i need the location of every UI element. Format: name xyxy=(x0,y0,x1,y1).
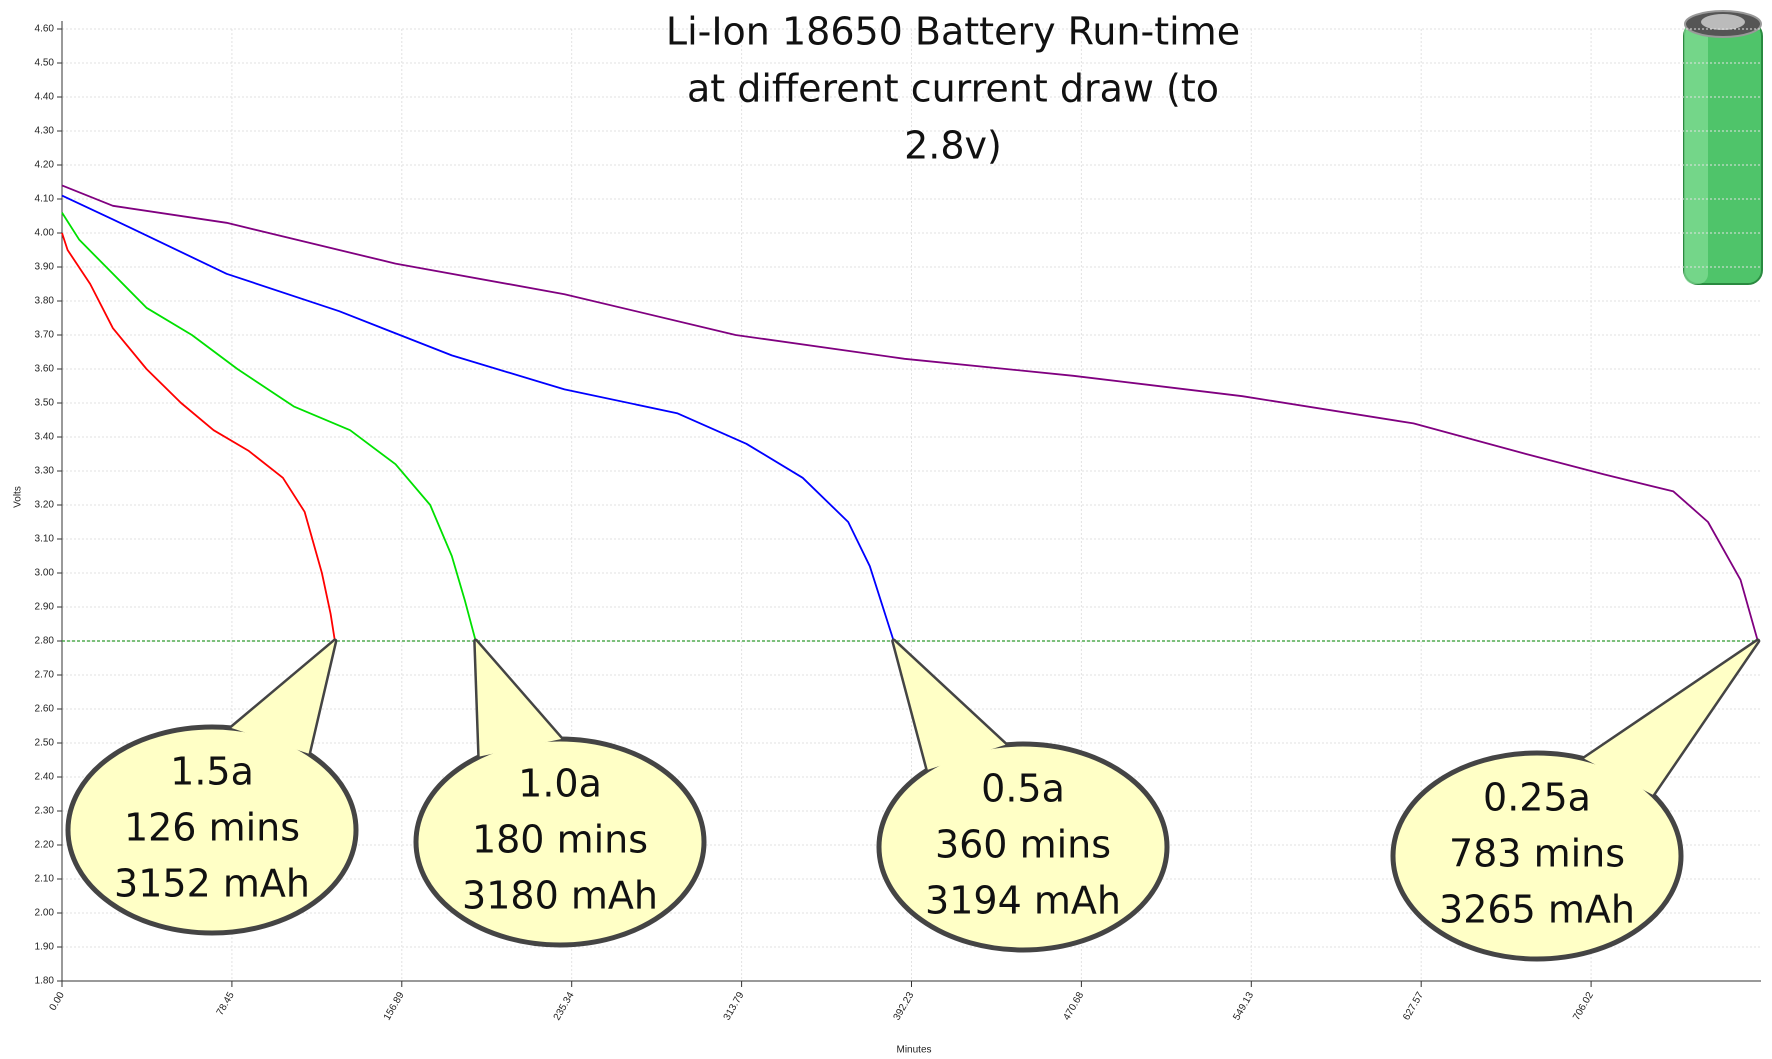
series-line xyxy=(61,212,477,642)
callout-text: 3194 mAh xyxy=(925,879,1121,923)
series-line xyxy=(61,184,1759,642)
callout-tail-fill xyxy=(893,641,1006,770)
y-tick-label: 4.60 xyxy=(35,24,55,35)
callout-bubble xyxy=(1390,750,1684,962)
battery-highlight xyxy=(1684,22,1708,284)
y-tick-label: 3.20 xyxy=(35,500,55,511)
callout-text: 3265 mAh xyxy=(1439,888,1635,932)
y-tick-label: 3.90 xyxy=(35,262,55,273)
y-tick-label: 2.50 xyxy=(35,738,55,749)
chart-title: at different current draw (to xyxy=(687,67,1219,111)
callout-text: 0.5a xyxy=(981,767,1065,811)
y-tick-label: 3.50 xyxy=(35,398,55,409)
x-axis-label: Minutes xyxy=(896,1045,931,1056)
callout: 0.25a 783 mins 3265 mAh xyxy=(1390,638,1761,962)
series-line xyxy=(61,194,895,642)
chart-title: Li-Ion 18650 Battery Run-time xyxy=(666,10,1240,54)
y-tick-label: 4.30 xyxy=(35,126,55,137)
callout-text: 360 mins xyxy=(935,823,1111,867)
y-tick-label: 4.40 xyxy=(35,92,55,103)
callout-text: 126 mins xyxy=(124,806,300,850)
chart-title: 2.8v) xyxy=(904,124,1002,168)
callout-tail-fill xyxy=(231,641,335,754)
y-tick-label: 3.70 xyxy=(35,330,55,341)
callout-text: 783 mins xyxy=(1449,832,1625,876)
callout-bubble xyxy=(876,741,1170,953)
y-tick-label: 4.50 xyxy=(35,58,55,69)
y-tick-label: 4.10 xyxy=(35,194,55,205)
y-tick-label: 2.30 xyxy=(35,806,55,817)
callout-text: 3152 mAh xyxy=(114,862,310,906)
callout-text: 1.5a xyxy=(170,750,254,794)
y-tick-label: 2.10 xyxy=(35,874,55,885)
y-tick-label: 2.00 xyxy=(35,908,55,919)
battery-terminal xyxy=(1701,14,1745,30)
y-tick-label: 1.90 xyxy=(35,942,55,953)
y-tick-label: 1.80 xyxy=(35,976,55,987)
callout-tail-fill xyxy=(475,641,562,757)
callout: 1.0a 180 mins 3180 mAh xyxy=(413,638,707,948)
y-tick-label: 3.80 xyxy=(35,296,55,307)
y-tick-label: 3.10 xyxy=(35,534,55,545)
callout-text: 0.25a xyxy=(1483,776,1591,820)
y-tick-label: 3.40 xyxy=(35,432,55,443)
callout-bubble xyxy=(65,724,359,936)
y-axis-label: Volts xyxy=(13,486,24,508)
y-tick-label: 2.80 xyxy=(35,636,55,647)
battery-icon xyxy=(1683,10,1763,285)
callout: 0.5a 360 mins 3194 mAh xyxy=(876,638,1170,953)
y-tick-label: 3.60 xyxy=(35,364,55,375)
callout-tail-fill xyxy=(1584,641,1758,795)
callout-text: 3180 mAh xyxy=(462,874,658,918)
callout: 1.5a 126 mins 3152 mAh xyxy=(65,638,359,936)
y-tick-label: 2.60 xyxy=(35,704,55,715)
y-tick-label: 2.20 xyxy=(35,840,55,851)
y-tick-label: 3.00 xyxy=(35,568,55,579)
series-line xyxy=(61,232,336,642)
y-tick-label: 2.70 xyxy=(35,670,55,681)
callout-text: 180 mins xyxy=(472,818,648,862)
y-tick-label: 2.40 xyxy=(35,772,55,783)
y-tick-label: 2.90 xyxy=(35,602,55,613)
callout-text: 1.0a xyxy=(518,762,602,806)
y-tick-label: 4.00 xyxy=(35,228,55,239)
y-tick-label: 4.20 xyxy=(35,160,55,171)
y-tick-label: 3.30 xyxy=(35,466,55,477)
